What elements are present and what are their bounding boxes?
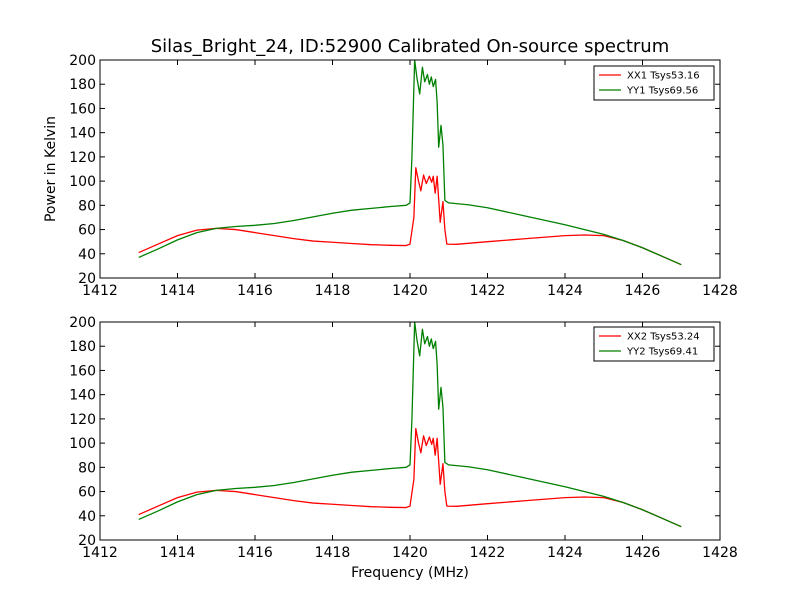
x-tick-label: 1412 xyxy=(82,545,118,561)
y-axis-label: Power in Kelvin xyxy=(43,116,59,222)
y-tick-label: 60 xyxy=(78,485,96,501)
legend-label: YY1 Tsys69.56 xyxy=(626,86,698,97)
legend: XX1 Tsys53.16 YY1 Tsys69.56 xyxy=(593,65,715,101)
y-tick-label: 180 xyxy=(69,77,96,93)
bottom-panel: 1412 1414 1416 1418 1420 1422 1424 1426 1428 20 40… xyxy=(69,315,738,581)
series-line-yy xyxy=(138,60,682,266)
legend: XX2 Tsys53.24 YY2 Tsys69.41 xyxy=(593,326,715,362)
y-tick-label: 100 xyxy=(69,174,96,190)
series-line-yy xyxy=(138,322,682,528)
legend-box xyxy=(593,326,715,362)
legend-box xyxy=(593,65,715,101)
y-tick-label: 40 xyxy=(78,509,96,525)
x-tick-label: 1420 xyxy=(392,545,428,561)
x-tick-label: 1428 xyxy=(702,283,738,299)
y-tick-label: 140 xyxy=(69,126,96,142)
x-tick-label: 1414 xyxy=(160,545,196,561)
x-tick-label: 1422 xyxy=(470,283,506,299)
x-tick-label: 1418 xyxy=(315,283,351,299)
legend-label: XX1 Tsys53.16 xyxy=(627,71,700,82)
legend-label: XX2 Tsys53.24 xyxy=(627,332,700,343)
y-tick-label: 200 xyxy=(69,315,96,331)
y-tick-label: 120 xyxy=(69,412,96,428)
y-tick-label: 180 xyxy=(69,339,96,355)
x-tick-label: 1420 xyxy=(392,283,428,299)
y-tick-label: 100 xyxy=(69,436,96,452)
series-line-xx xyxy=(138,167,682,266)
y-tick-label: 20 xyxy=(78,533,96,549)
x-tick-label: 1414 xyxy=(160,283,196,299)
x-tick-label: 1426 xyxy=(625,545,661,561)
y-tick-label: 120 xyxy=(69,150,96,166)
y-tick-label: 60 xyxy=(78,223,96,239)
y-tick-label: 160 xyxy=(69,363,96,379)
series-line-xx xyxy=(138,427,682,528)
y-tick-label: 80 xyxy=(78,460,96,476)
x-tick-label: 1412 xyxy=(82,283,118,299)
legend-label: YY2 Tsys69.41 xyxy=(626,347,698,358)
top-panel: 1412 1414 1416 1418 1420 1422 1424 1426 1428 20 40… xyxy=(43,53,738,299)
x-tick-label: 1422 xyxy=(470,545,506,561)
y-tick-label: 40 xyxy=(78,247,96,263)
y-tick-label: 20 xyxy=(78,271,96,287)
x-axis-label: Frequency (MHz) xyxy=(351,565,469,581)
y-tick-label: 160 xyxy=(69,101,96,117)
x-tick-label: 1424 xyxy=(547,283,583,299)
x-tick-label: 1424 xyxy=(547,545,583,561)
y-tick-label: 80 xyxy=(78,198,96,214)
chart-title: Silas_Bright_24, ID:52900 Calibrated On-… xyxy=(151,36,670,57)
x-tick-label: 1418 xyxy=(315,545,351,561)
y-tick-label: 200 xyxy=(69,53,96,69)
y-tick-label: 140 xyxy=(69,388,96,404)
x-tick-label: 1428 xyxy=(702,545,738,561)
x-tick-label: 1416 xyxy=(237,545,273,561)
x-tick-label: 1416 xyxy=(237,283,273,299)
x-tick-label: 1426 xyxy=(625,283,661,299)
